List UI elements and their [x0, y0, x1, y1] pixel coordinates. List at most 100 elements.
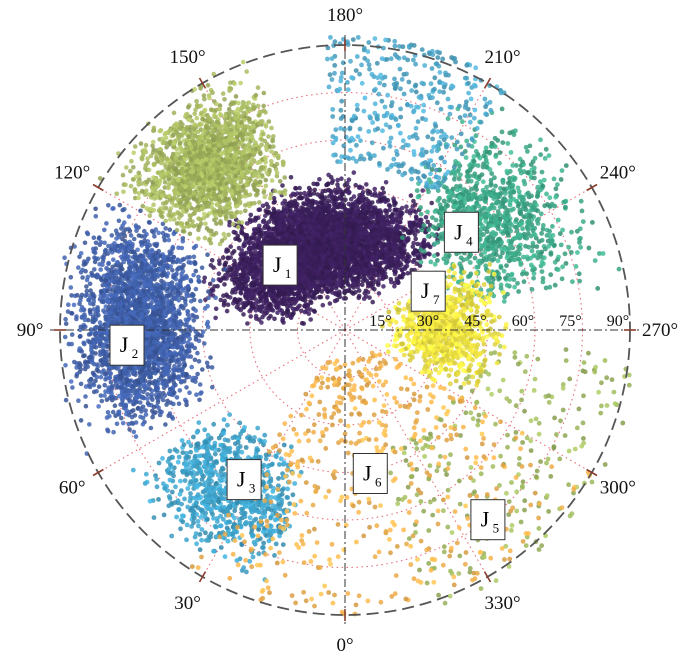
data-point [412, 222, 417, 227]
data-point [349, 290, 355, 295]
data-point [325, 210, 331, 215]
data-point [328, 188, 333, 194]
data-point [398, 216, 404, 221]
data-point [252, 249, 258, 254]
data-point [338, 233, 343, 239]
data-point [374, 258, 379, 264]
data-point [218, 278, 223, 284]
data-point [393, 226, 398, 231]
data-point [404, 237, 410, 242]
data-point [236, 245, 242, 251]
data-point [288, 175, 294, 180]
data-point [304, 276, 310, 281]
data-point [231, 301, 236, 306]
data-point [369, 270, 374, 276]
data-point [361, 296, 367, 302]
data-point [319, 195, 324, 201]
data-point [228, 267, 233, 273]
data-point [279, 217, 285, 223]
data-point [295, 233, 301, 239]
data-point [304, 309, 309, 314]
data-point [266, 204, 271, 210]
data-point [293, 299, 299, 304]
data-point [286, 297, 292, 303]
data-point [397, 245, 403, 251]
data-point [222, 282, 227, 287]
data-point [264, 298, 270, 303]
data-point [381, 284, 386, 289]
data-point [411, 198, 416, 204]
data-point [300, 264, 306, 269]
data-point [248, 212, 254, 218]
data-point [254, 304, 260, 310]
data-point [307, 294, 312, 299]
data-point [281, 235, 287, 241]
data-point [232, 281, 238, 286]
data-point [236, 265, 242, 271]
data-point [323, 270, 329, 275]
data-point [383, 180, 389, 185]
data-point [394, 217, 399, 223]
data-point [417, 217, 423, 223]
data-point [256, 207, 262, 213]
data-point [301, 321, 307, 326]
data-point [242, 264, 248, 270]
data-point [376, 282, 381, 288]
data-point [252, 234, 258, 240]
data-point [250, 294, 256, 299]
data-point [213, 315, 218, 321]
data-point [242, 232, 247, 237]
data-point [285, 308, 291, 314]
data-point [380, 247, 386, 253]
data-point [328, 233, 334, 238]
data-point [347, 189, 352, 195]
data-point [247, 270, 253, 275]
data-point [376, 213, 382, 219]
data-point [358, 196, 364, 202]
data-point [363, 261, 368, 267]
data-point [241, 304, 247, 310]
data-point [288, 206, 293, 212]
data-point [238, 277, 244, 282]
data-point [299, 227, 304, 233]
data-point [335, 177, 340, 183]
data-point [277, 300, 283, 305]
data-point [385, 221, 390, 227]
data-point [312, 187, 318, 193]
data-point [376, 225, 382, 231]
data-point [308, 192, 313, 198]
data-point [347, 272, 353, 278]
data-point [394, 213, 400, 219]
data-point [224, 292, 229, 298]
data-point [370, 285, 375, 291]
data-point [209, 258, 215, 263]
data-point [362, 249, 367, 254]
data-point [290, 306, 296, 312]
data-point [370, 299, 376, 305]
data-point [221, 300, 227, 306]
points-layer [62, 35, 632, 617]
data-point [319, 232, 325, 237]
data-point [268, 313, 273, 319]
data-point [245, 321, 250, 326]
data-point [385, 197, 391, 203]
data-point [308, 299, 313, 304]
data-point [330, 250, 335, 255]
data-point [324, 233, 329, 238]
data-point [272, 316, 277, 322]
data-point [270, 308, 276, 313]
data-point [366, 252, 371, 257]
data-point [345, 221, 350, 227]
data-point [360, 190, 366, 195]
data-point [337, 229, 343, 234]
data-point [392, 230, 398, 236]
data-point [207, 281, 213, 287]
data-point [213, 306, 219, 312]
data-point [263, 309, 268, 315]
data-point [333, 274, 339, 279]
data-point [389, 279, 394, 285]
data-point [228, 244, 233, 249]
data-point [363, 215, 369, 220]
data-point [381, 236, 386, 242]
data-point [248, 314, 253, 319]
